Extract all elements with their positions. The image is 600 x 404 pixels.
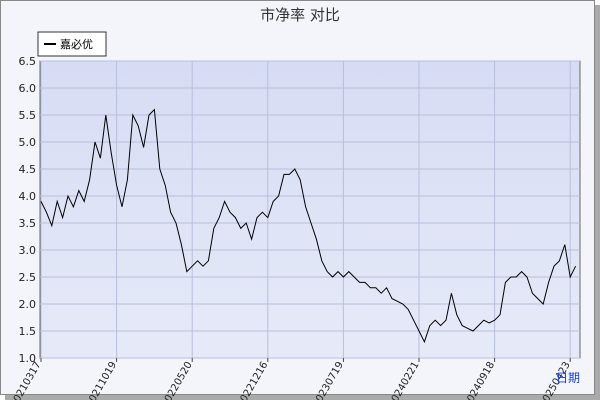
y-tick-label: 5.5: [19, 109, 37, 122]
y-tick-label: 4.0: [19, 190, 37, 203]
shadow: [5, 395, 600, 400]
plot-area: [39, 60, 581, 359]
legend: 嘉必优: [37, 31, 107, 57]
y-tick-label: 3.5: [19, 217, 37, 230]
y-tick-label: 5.0: [19, 136, 37, 149]
y-tick-label: 2.5: [19, 271, 37, 284]
y-tick-label: 1.0: [19, 352, 37, 365]
shadow: [595, 5, 600, 400]
y-tick-label: 3.0: [19, 244, 37, 257]
y-tick-label: 2.0: [19, 298, 37, 311]
y-tick-label: 1.5: [19, 325, 37, 338]
chart-title: 市净率 对比: [260, 6, 340, 24]
y-tick-label: 6.5: [19, 55, 37, 68]
line: [40, 108, 577, 344]
y-tick-label: 4.5: [19, 163, 37, 176]
x-axis-label: 日期: [556, 371, 580, 385]
legend-label: 嘉必优: [60, 37, 93, 51]
y-tick-label: 6.0: [19, 82, 37, 95]
